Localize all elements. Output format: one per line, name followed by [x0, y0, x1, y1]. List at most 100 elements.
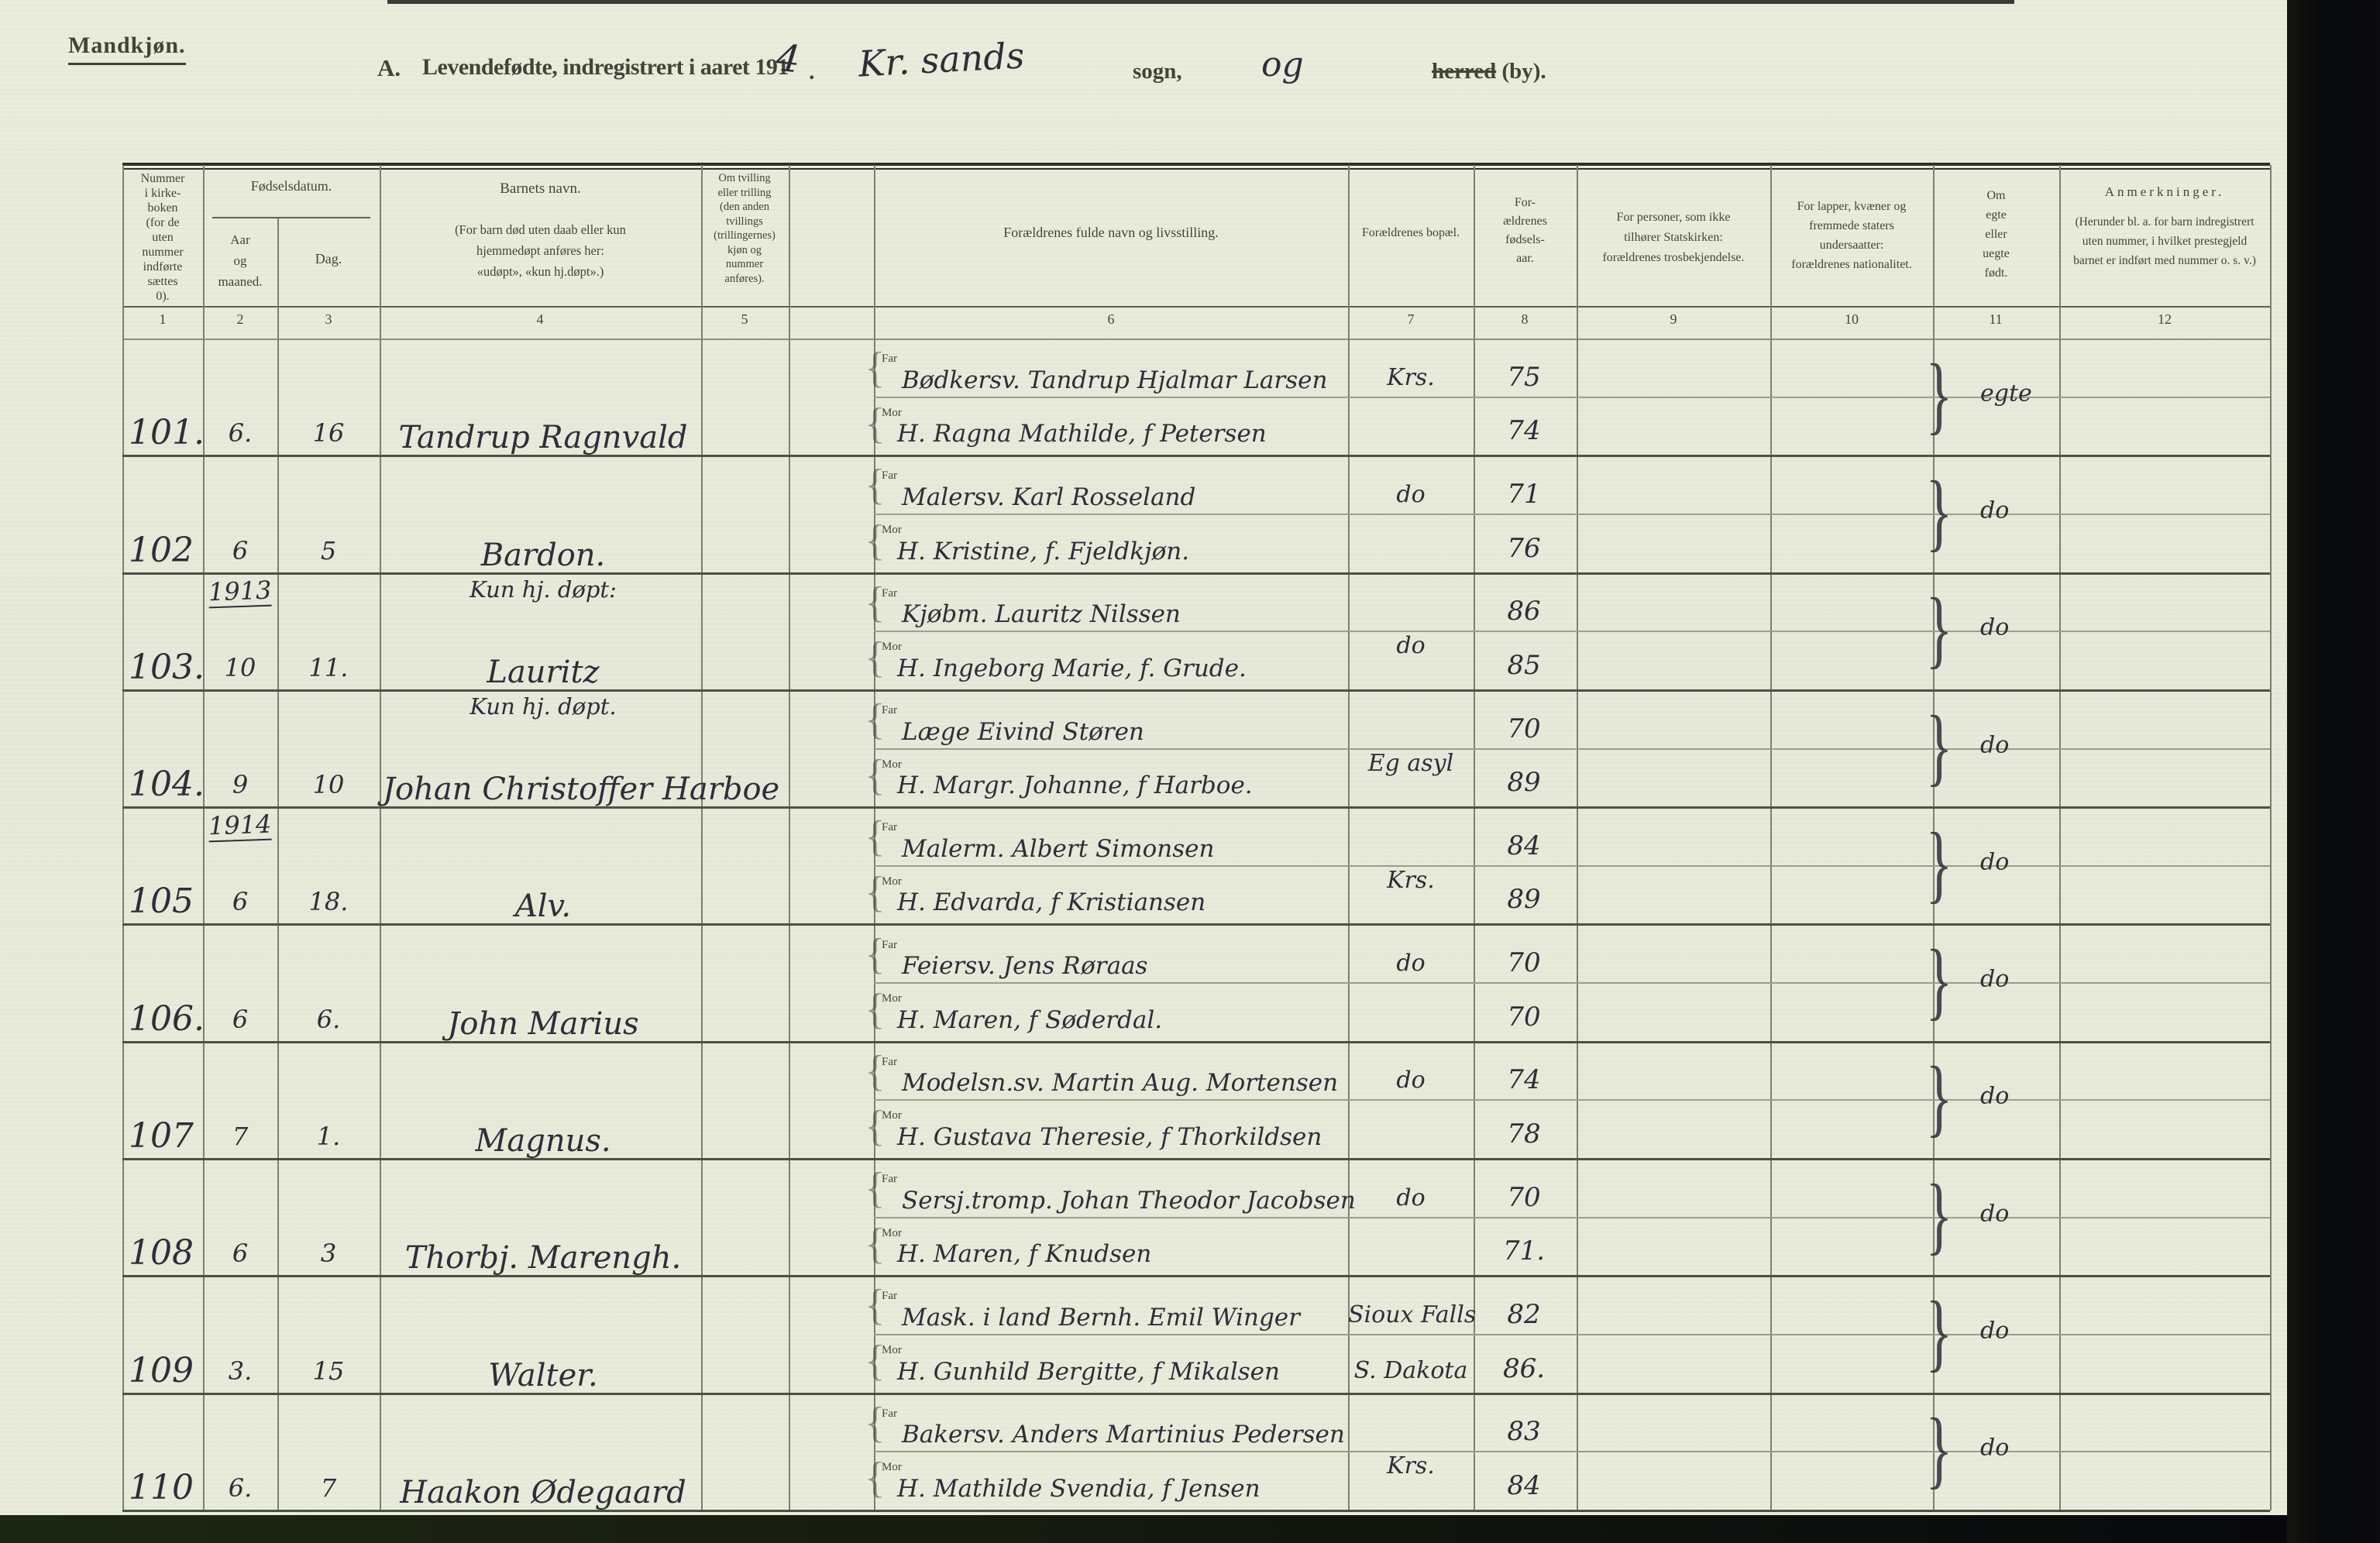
legitimacy-status: do — [1980, 1083, 2010, 1111]
father-name: Modelsn.sv. Martin Aug. Mortensen — [902, 1069, 1339, 1098]
column-header-aar-maaned: Aar og maaned. — [218, 232, 263, 289]
father-brace: { — [865, 1046, 886, 1095]
column-header-trosbekjendelse: For personer, som ikke tilhører Statskir… — [1602, 211, 1745, 264]
parents-group-brace: } — [1925, 1401, 1953, 1498]
column-header-barnets-navn: Barnets navn. — [500, 180, 581, 197]
register-entry: 106. 6 6. John Marius{Far Feiersv. Jens Røra… — [122, 925, 2270, 1043]
column-number: 3 — [325, 311, 332, 327]
entry-separator-line — [122, 923, 2270, 926]
birth-month: 6 — [232, 887, 249, 917]
father-label: Far — [882, 1173, 897, 1186]
column-header-nummer: Nummer i kirke- boken (for de uten numme… — [140, 172, 185, 303]
register-entry: 104. 9 10 Kun hj. døpt. Johan Christoffer Ha… — [122, 690, 2270, 809]
birth-day: 6. — [316, 1004, 341, 1034]
legitimacy-status: do — [1980, 848, 2010, 876]
fodselsdatum-rule — [212, 217, 370, 218]
mother-birthyear: 85 — [1507, 649, 1541, 681]
entry-separator-line — [122, 572, 2270, 575]
father-writing-line — [874, 1334, 2270, 1336]
mother-label: Mor — [882, 1344, 902, 1357]
title-period: . — [809, 59, 815, 84]
table-column-line — [789, 165, 790, 1510]
register-entry: 107 7 1. Magnus.{Far Modelsn.sv. Martin Aug.… — [122, 1042, 2270, 1161]
page-title-letter: A. — [377, 54, 401, 81]
og-handwritten: og — [1261, 45, 1304, 84]
father-writing-line — [874, 982, 2270, 985]
father-label: Far — [882, 938, 897, 951]
mother-birthyear: 70 — [1507, 1001, 1541, 1033]
mother-label: Mor — [882, 406, 902, 419]
parents-group-brace: } — [1925, 933, 1953, 1029]
entry-number: 103. — [129, 647, 205, 687]
parents-group-brace: } — [1925, 581, 1953, 678]
residence: Krs. — [1387, 866, 1435, 894]
mother-birthyear: 86. — [1502, 1352, 1546, 1384]
birth-day: 5 — [320, 535, 337, 565]
register-entry: 109 3. 15 Walter.{Far Mask. i land Bernh. Em… — [122, 1276, 2270, 1395]
mother-birthyear: 71. — [1502, 1235, 1546, 1267]
mother-label: Mor — [882, 1109, 902, 1122]
table-top-rule — [122, 163, 2270, 166]
sogn-label: sogn, — [1133, 59, 1182, 84]
child-name: Thorbj. Marengh. — [404, 1240, 682, 1277]
entry-number: 101. — [129, 413, 205, 453]
entry-number: 105 — [129, 881, 194, 922]
father-birthyear: 71 — [1507, 478, 1541, 510]
father-name: Bødkersv. Tandrup Hjalmar Larsen — [902, 366, 1328, 394]
father-birthyear: 75 — [1507, 361, 1541, 393]
residence: Krs. — [1387, 363, 1435, 391]
birth-day: 1. — [316, 1122, 341, 1152]
herred-by-label: herred (by). — [1432, 59, 1546, 84]
birth-year-note: 1913 — [208, 575, 273, 609]
father-label: Far — [882, 1055, 897, 1068]
mother-name: H. Gunhild Bergitte, f Mikalsen — [897, 1357, 1280, 1386]
entry-number: 109 — [129, 1350, 194, 1390]
section-label: Mandkjøn. — [68, 33, 186, 65]
mother-brace: { — [865, 1219, 886, 1268]
entry-separator-line — [122, 806, 2270, 809]
mother-brace: { — [865, 516, 886, 565]
parents-group-brace: } — [1925, 1284, 1953, 1380]
mother-label: Mor — [882, 875, 902, 888]
birth-day: 7 — [320, 1473, 337, 1503]
father-label: Far — [882, 703, 897, 717]
birth-day: 15 — [312, 1356, 345, 1386]
father-brace: { — [865, 930, 886, 978]
column-number: 11 — [1989, 311, 2003, 327]
mother-name: H. Maren, f Knudsen — [897, 1240, 1152, 1269]
father-brace: { — [865, 1281, 886, 1330]
father-writing-line — [874, 864, 2270, 867]
column-header-fodselsdatum: Fødselsdatum. — [250, 178, 332, 194]
place-name-handwritten: Kr. sands — [857, 34, 1026, 85]
entry-number: 107 — [129, 1116, 194, 1156]
birth-day: 3 — [320, 1239, 337, 1269]
scanned-register-page: Mandkjøn. A. Levendefødte, indregistrert… — [0, 0, 2287, 1517]
father-name: Mask. i land Bernh. Emil Winger — [902, 1304, 1300, 1332]
mother-birthyear: 89 — [1507, 767, 1541, 799]
father-brace: { — [865, 813, 886, 861]
mother-birthyear: 74 — [1507, 415, 1541, 447]
child-name: John Marius — [447, 1005, 639, 1042]
entry-separator-line — [122, 1158, 2270, 1161]
mother-brace: { — [865, 1102, 886, 1151]
father-writing-line — [874, 396, 2270, 398]
father-brace: { — [865, 461, 886, 510]
birth-month: 6. — [228, 1473, 253, 1503]
mother-birthyear: 76 — [1507, 532, 1541, 564]
mother-name: H. Maren, f Søderdal. — [897, 1005, 1163, 1034]
legitimacy-status: do — [1980, 1434, 2010, 1462]
mother-brace: { — [865, 399, 886, 448]
column-number: 12 — [2158, 311, 2172, 327]
mother-brace: { — [865, 868, 886, 916]
column-number: 7 — [1407, 311, 1415, 327]
child-name: Johan Christoffer Harboe — [383, 772, 780, 808]
entry-separator-line — [122, 689, 2270, 692]
column-number: 9 — [1670, 311, 1677, 327]
residence-mother: S. Dakota — [1353, 1356, 1468, 1384]
father-brace: { — [865, 695, 886, 744]
column-header-tvilling: Om tvilling eller trilling (den anden tv… — [714, 172, 776, 285]
entry-number: 108 — [129, 1233, 194, 1273]
mother-name: H. Mathilde Svendia, f Jensen — [897, 1474, 1261, 1503]
mother-label: Mor — [882, 523, 902, 536]
birth-month: 3. — [228, 1356, 253, 1386]
